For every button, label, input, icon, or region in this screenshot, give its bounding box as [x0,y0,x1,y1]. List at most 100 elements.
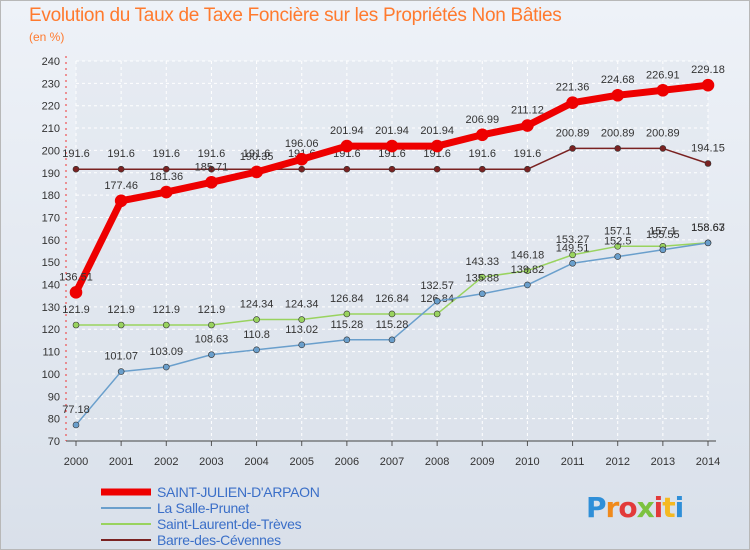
logo-letter: t [662,491,675,524]
data-label-saint-julien-d-arpaon: 185.71 [195,161,229,173]
data-point-barre-des-c-vennes [343,165,351,173]
chart-subtitle: (en %) [29,30,65,44]
data-point-saint-julien-d-arpaon [475,128,489,142]
logo-letter: i [653,491,664,524]
data-label-saint-laurent-de-tr-ves: 124.34 [240,299,274,311]
x-tick-label: 2012 [605,456,629,468]
data-point-saint-julien-d-arpaon [385,139,399,153]
data-label-saint-julien-d-arpaon: 206.99 [465,114,499,126]
data-point-barre-des-c-vennes [298,165,306,173]
data-label-saint-laurent-de-tr-ves: 143.33 [465,256,499,268]
data-point-la-salle-prunet [343,336,351,344]
data-label-la-salle-prunet: 149.51 [556,242,590,254]
legend-item: La Salle-Prunet [101,500,320,516]
data-label-saint-laurent-de-tr-ves: 146.18 [511,250,545,262]
data-label-la-salle-prunet: 155.55 [646,229,680,241]
data-point-saint-julien-d-arpaon [340,139,354,153]
y-tick-label: 230 [42,78,60,90]
data-point-la-salle-prunet [162,363,170,371]
legend: SAINT-JULIEN-D'ARPAON La Salle-Prunet Sain… [101,484,320,548]
data-label-saint-julien-d-arpaon: 224.68 [601,74,635,86]
data-point-la-salle-prunet [569,259,576,267]
data-point-barre-des-c-vennes [72,165,80,173]
data-label-barre-des-c-vennes: 191.6 [62,148,90,160]
data-label-la-salle-prunet: 135.88 [465,273,499,285]
data-point-saint-julien-d-arpaon [656,83,670,97]
data-point-la-salle-prunet [614,253,622,260]
logo-letter: P [586,491,607,524]
data-label-barre-des-c-vennes: 200.89 [556,127,590,139]
data-label-saint-julien-d-arpaon: 201.94 [330,125,364,137]
data-point-saint-laurent-de-tr-ves [253,316,260,323]
data-label-barre-des-c-vennes: 191.6 [514,148,542,160]
data-point-saint-julien-d-arpaon [205,176,218,189]
data-label-la-salle-prunet: 108.63 [195,334,229,346]
x-tick-label: 2007 [380,456,404,468]
y-tick-label: 110 [42,347,60,359]
data-point-barre-des-c-vennes [524,165,531,173]
data-point-saint-julien-d-arpaon [295,152,309,166]
y-tick-label: 220 [42,101,60,113]
data-point-barre-des-c-vennes [162,165,170,173]
y-tick-label: 240 [42,56,60,68]
data-label-saint-laurent-de-tr-ves: 126.84 [330,293,364,305]
y-tick-label: 100 [42,369,60,381]
data-label-saint-laurent-de-tr-ves: 157.1 [604,225,632,237]
data-point-barre-des-c-vennes [433,165,441,173]
data-point-la-salle-prunet [478,290,486,298]
data-label-saint-julien-d-arpaon: 226.91 [646,69,680,81]
x-tick-label: 2010 [515,456,539,468]
data-label-saint-laurent-de-tr-ves: 124.34 [285,299,319,311]
legend-item: SAINT-JULIEN-D'ARPAON [101,484,320,500]
x-tick-label: 2005 [289,456,313,468]
legend-label: Saint-Laurent-de-Trèves [157,516,302,532]
data-point-la-salle-prunet [72,421,80,429]
y-tick-label: 70 [48,436,60,448]
logo-letter: i [674,491,685,524]
data-label-saint-julien-d-arpaon: 211.12 [511,105,544,117]
legend-label: Barre-des-Cévennes [157,532,281,548]
data-label-saint-julien-d-arpaon: 201.94 [420,125,454,137]
data-label-barre-des-c-vennes: 191.6 [107,148,135,160]
data-label-barre-des-c-vennes: 200.89 [601,127,635,139]
data-point-saint-laurent-de-tr-ves [433,310,441,318]
y-tick-label: 130 [42,302,60,314]
data-point-saint-laurent-de-tr-ves [162,321,170,329]
data-point-saint-julien-d-arpaon [521,119,534,132]
data-label-saint-laurent-de-tr-ves: 121.9 [198,304,226,316]
data-point-saint-julien-d-arpaon [566,96,579,109]
legend-item: Barre-des-Cévennes [101,532,320,548]
data-point-barre-des-c-vennes [478,165,486,173]
y-tick-label: 190 [42,168,60,180]
data-label-la-salle-prunet: 101.07 [104,351,138,363]
data-label-la-salle-prunet: 132.57 [420,280,454,292]
plot-area [76,61,708,441]
logo-letter: r [605,491,620,524]
data-label-barre-des-c-vennes: 200.89 [646,127,680,139]
y-tick-label: 200 [42,145,60,157]
legend-label: SAINT-JULIEN-D'ARPAON [157,484,320,500]
legend-label: La Salle-Prunet [157,500,250,516]
data-point-saint-julien-d-arpaon [701,78,715,92]
data-point-barre-des-c-vennes [569,145,576,152]
data-label-la-salle-prunet: 139.82 [511,264,545,276]
y-tick-label: 150 [42,257,60,269]
x-tick-label: 2011 [561,456,585,468]
data-label-saint-laurent-de-tr-ves: 121.9 [153,304,181,316]
data-label-saint-julien-d-arpaon: 181.36 [149,171,183,183]
data-label-saint-laurent-de-tr-ves: 158.67 [691,222,725,234]
x-tick-label: 2009 [470,456,494,468]
data-label-barre-des-c-vennes: 191.6 [469,148,497,160]
data-label-saint-julien-d-arpaon: 229.18 [691,64,725,76]
legend-swatch [101,539,151,541]
data-point-barre-des-c-vennes [659,145,667,152]
data-label-saint-julien-d-arpaon: 190.35 [240,151,274,163]
legend-swatch [101,507,151,509]
data-label-saint-julien-d-arpaon: 136.51 [59,271,93,283]
x-tick-label: 2008 [425,456,449,468]
data-point-la-salle-prunet [659,246,667,254]
data-point-saint-laurent-de-tr-ves [343,310,351,318]
data-label-barre-des-c-vennes: 191.6 [378,148,406,160]
data-point-saint-laurent-de-tr-ves [614,243,622,250]
data-point-barre-des-c-vennes [117,165,125,173]
